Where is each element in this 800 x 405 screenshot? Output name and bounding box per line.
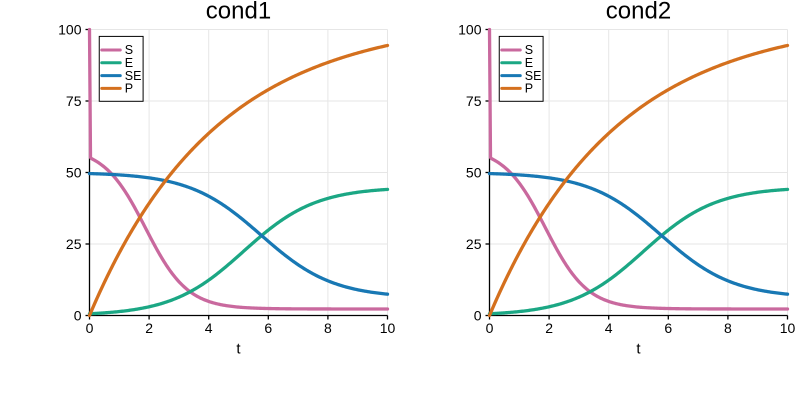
svg-text:0: 0 — [74, 307, 82, 323]
svg-text:P: P — [125, 82, 133, 96]
svg-text:6: 6 — [664, 320, 672, 336]
svg-text:0: 0 — [86, 320, 94, 336]
svg-text:4: 4 — [605, 320, 613, 336]
svg-text:6: 6 — [264, 320, 272, 336]
svg-text:0: 0 — [486, 320, 494, 336]
svg-text:75: 75 — [466, 93, 482, 109]
svg-text:50: 50 — [66, 164, 82, 180]
svg-text:8: 8 — [724, 320, 732, 336]
svg-text:75: 75 — [66, 93, 82, 109]
svg-text:0: 0 — [474, 307, 482, 323]
svg-text:10: 10 — [780, 320, 796, 336]
svg-text:10: 10 — [380, 320, 396, 336]
svg-text:t: t — [636, 341, 641, 358]
svg-text:t: t — [236, 341, 241, 358]
svg-text:25: 25 — [466, 236, 482, 252]
svg-text:100: 100 — [58, 21, 82, 37]
svg-text:50: 50 — [466, 164, 482, 180]
svg-text:8: 8 — [324, 320, 332, 336]
svg-text:100: 100 — [458, 21, 482, 37]
svg-text:2: 2 — [545, 320, 553, 336]
svg-text:4: 4 — [205, 320, 213, 336]
svg-text:cond2: cond2 — [606, 0, 671, 25]
svg-text:P: P — [525, 82, 533, 96]
svg-text:2: 2 — [145, 320, 153, 336]
svg-text:25: 25 — [66, 236, 82, 252]
svg-text:cond1: cond1 — [206, 0, 271, 25]
